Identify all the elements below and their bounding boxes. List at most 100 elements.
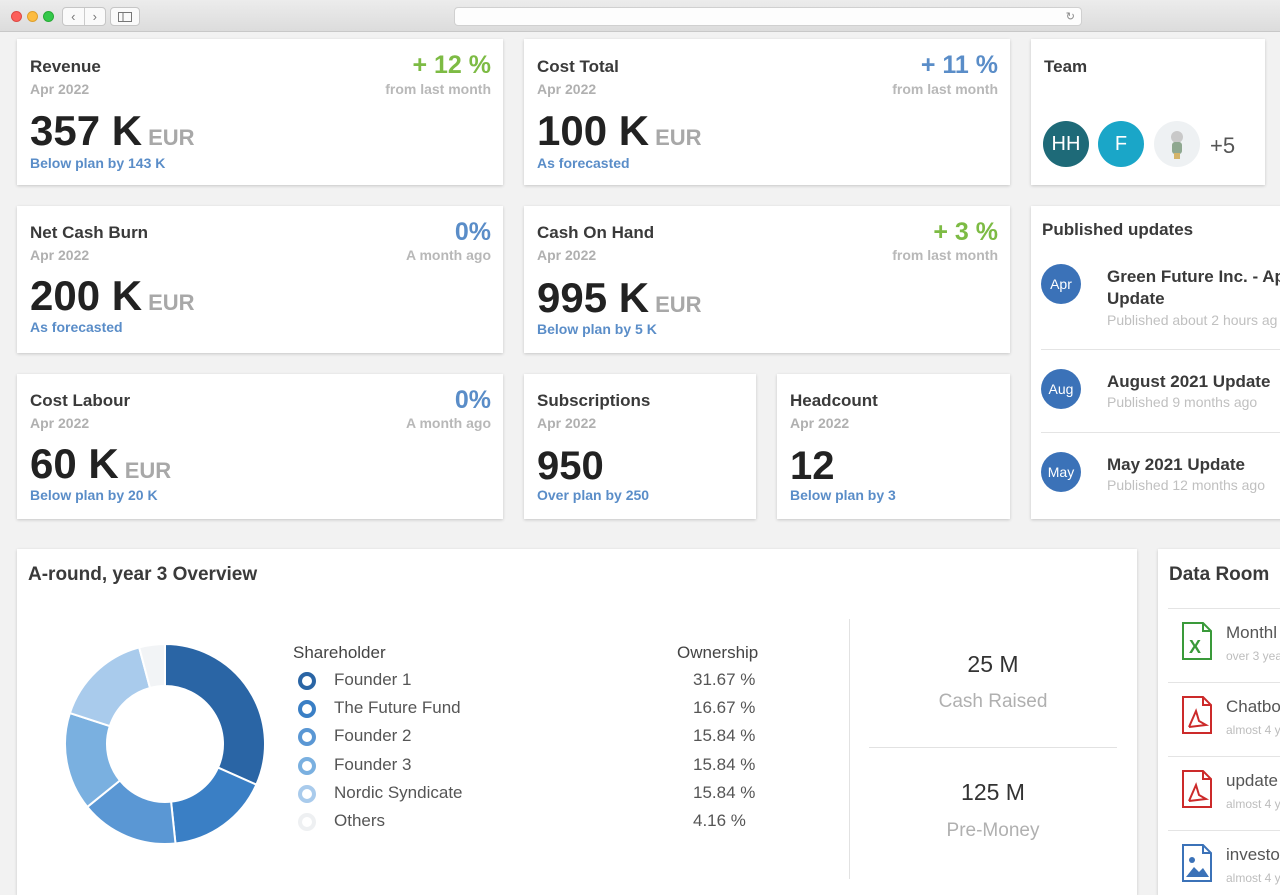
kpi-value: 100 K EUR [537, 107, 702, 155]
card-date: Apr 2022 [30, 415, 90, 431]
minimize-window-button[interactable] [27, 11, 38, 22]
ownership-percent: 16.67 % [693, 698, 756, 718]
legend-row[interactable]: Founder 1 31.67 % [298, 670, 768, 692]
update-time: Published about 2 hours ag [1107, 312, 1278, 328]
shareholder-column-header: Shareholder [293, 643, 386, 662]
ownership-percent: 31.67 % [693, 670, 756, 689]
more-members-count[interactable]: +5 [1210, 133, 1236, 158]
file-date: almost 4 y [1226, 797, 1280, 811]
update-time: Published 12 months ago [1107, 477, 1265, 493]
image-file-icon [1182, 844, 1212, 882]
kpi-unit: EUR [655, 125, 702, 150]
kpi-unit: EUR [655, 292, 702, 317]
cost-labour-card[interactable]: Cost Labour Apr 2022 0% A month ago 60 K… [17, 374, 503, 519]
excel-file-icon: X [1182, 622, 1212, 660]
plan-note: Below plan by 20 K [30, 487, 158, 503]
team-title: Team [1044, 57, 1088, 76]
legend-row[interactable]: Others 4.16 % [298, 811, 768, 833]
kpi-value: 200 K EUR [30, 272, 195, 320]
data-room-file[interactable]: investo almost 4 y [1168, 830, 1280, 895]
back-icon[interactable]: ‹ [63, 8, 85, 25]
change-subtitle: from last month [385, 81, 491, 97]
card-title: Net Cash Burn [30, 223, 149, 242]
updates-title: Published updates [1042, 220, 1194, 239]
shareholder-name: Founder 3 [334, 754, 412, 774]
change-percent: + 3 % [933, 218, 998, 246]
file-date: almost 4 y [1226, 871, 1280, 885]
cash-on-hand-card[interactable]: Cash On Hand Apr 2022 + 3 % from last mo… [524, 206, 1010, 353]
vertical-divider [849, 619, 850, 879]
change-percent: + 12 % [412, 51, 491, 79]
update-item-apr[interactable]: Apr Green Future Inc. - Ap Update Publis… [1031, 264, 1280, 344]
data-room-file[interactable]: update almost 4 y [1168, 756, 1280, 830]
donut-slice-the-future-fund[interactable] [169, 766, 258, 845]
pre-money-value: 125 M [961, 779, 1025, 805]
change-subtitle: A month ago [405, 415, 491, 431]
revenue-card[interactable]: Revenue Apr 2022 + 12 % from last month … [17, 39, 503, 185]
card-title: Cash On Hand [537, 223, 655, 242]
kpi-value: 950 [537, 444, 604, 488]
ownership-percent: 4.16 % [693, 811, 746, 830]
update-item-aug[interactable]: Aug August 2021 Update Published 9 month… [1031, 369, 1280, 429]
donut-slice-founder-1[interactable] [164, 642, 266, 786]
file-name: Monthl [1226, 623, 1278, 642]
legend-row[interactable]: Nordic Syndicate 15.84 % [298, 783, 768, 805]
shareholder-name: Others [334, 811, 386, 830]
legend-row[interactable]: Founder 3 15.84 % [298, 755, 768, 777]
data-room-file[interactable]: Chatbo almost 4 y [1168, 682, 1280, 756]
avatar[interactable]: F [1098, 121, 1144, 167]
pdf-file-icon [1182, 696, 1212, 734]
card-date: Apr 2022 [537, 81, 597, 97]
change-percent: 0% [454, 218, 491, 246]
ownership-percent: 15.84 % [693, 754, 756, 774]
overview-title: A-round, year 3 Overview [28, 564, 258, 585]
update-title[interactable]: May 2021 Update [1107, 455, 1245, 474]
legend-row[interactable]: The Future Fund 16.67 % [298, 698, 768, 720]
maximize-window-button[interactable] [43, 11, 54, 22]
card-title: Revenue [30, 57, 101, 76]
plan-note: As forecasted [537, 155, 630, 171]
avatar-photo-icon[interactable] [1154, 121, 1200, 167]
donut-slice-others[interactable] [137, 642, 166, 690]
change-subtitle: from last month [892, 81, 998, 97]
legend-ring-icon [298, 728, 316, 747]
avatar[interactable]: HH [1043, 121, 1089, 167]
file-name: investo [1226, 845, 1280, 864]
shareholder-name: Nordic Syndicate [334, 782, 463, 802]
address-bar[interactable]: ↻ [454, 7, 1082, 26]
sidebar-toggle-icon[interactable] [110, 7, 140, 26]
cost-total-card[interactable]: Cost Total Apr 2022 + 11 % from last mon… [524, 39, 1010, 185]
card-date: Apr 2022 [30, 247, 90, 263]
pre-money-label: Pre-Money [946, 820, 1040, 841]
shareholder-name: Founder 2 [334, 726, 412, 746]
update-title[interactable]: Green Future Inc. - Ap [1107, 267, 1280, 286]
card-date: Apr 2022 [537, 247, 597, 263]
shareholder-name: Founder 1 [334, 670, 412, 689]
legend-row[interactable]: Founder 2 15.84 % [298, 726, 768, 748]
plan-note: Over plan by 250 [537, 487, 650, 503]
data-room-file[interactable]: X Monthl over 3 yea [1168, 608, 1280, 682]
donut-slice-nordic-syndicate[interactable] [68, 646, 152, 728]
update-item-may[interactable]: May May 2021 Update Published 12 months … [1031, 452, 1280, 512]
card-date: Apr 2022 [30, 81, 90, 97]
ownership-donut-chart [64, 642, 266, 845]
kpi-number: 200 K [30, 272, 143, 319]
subscriptions-card[interactable]: Subscriptions Apr 2022 950 Over plan by … [524, 374, 756, 519]
headcount-card[interactable]: Headcount Apr 2022 12 Below plan by 3 [777, 374, 1010, 519]
net-cash-burn-card[interactable]: Net Cash Burn Apr 2022 0% A month ago 20… [17, 206, 503, 353]
forward-icon[interactable]: › [92, 9, 97, 24]
update-title-cont[interactable]: Update [1107, 289, 1165, 308]
data-room-card: Data Room X Monthl over 3 yea Chatbo alm… [1158, 549, 1280, 895]
reload-icon[interactable]: ↻ [1065, 11, 1075, 23]
horizontal-divider [869, 747, 1117, 748]
file-name: Chatbo [1226, 697, 1280, 716]
kpi-number: 100 K [537, 107, 650, 154]
file-name: update [1226, 771, 1278, 790]
card-date: Apr 2022 [790, 415, 850, 431]
card-title: Cost Labour [30, 391, 131, 410]
update-title[interactable]: August 2021 Update [1107, 372, 1271, 391]
plan-note: As forecasted [30, 319, 123, 335]
divider [1041, 349, 1280, 350]
close-window-button[interactable] [11, 11, 22, 22]
card-title: Subscriptions [537, 391, 651, 410]
